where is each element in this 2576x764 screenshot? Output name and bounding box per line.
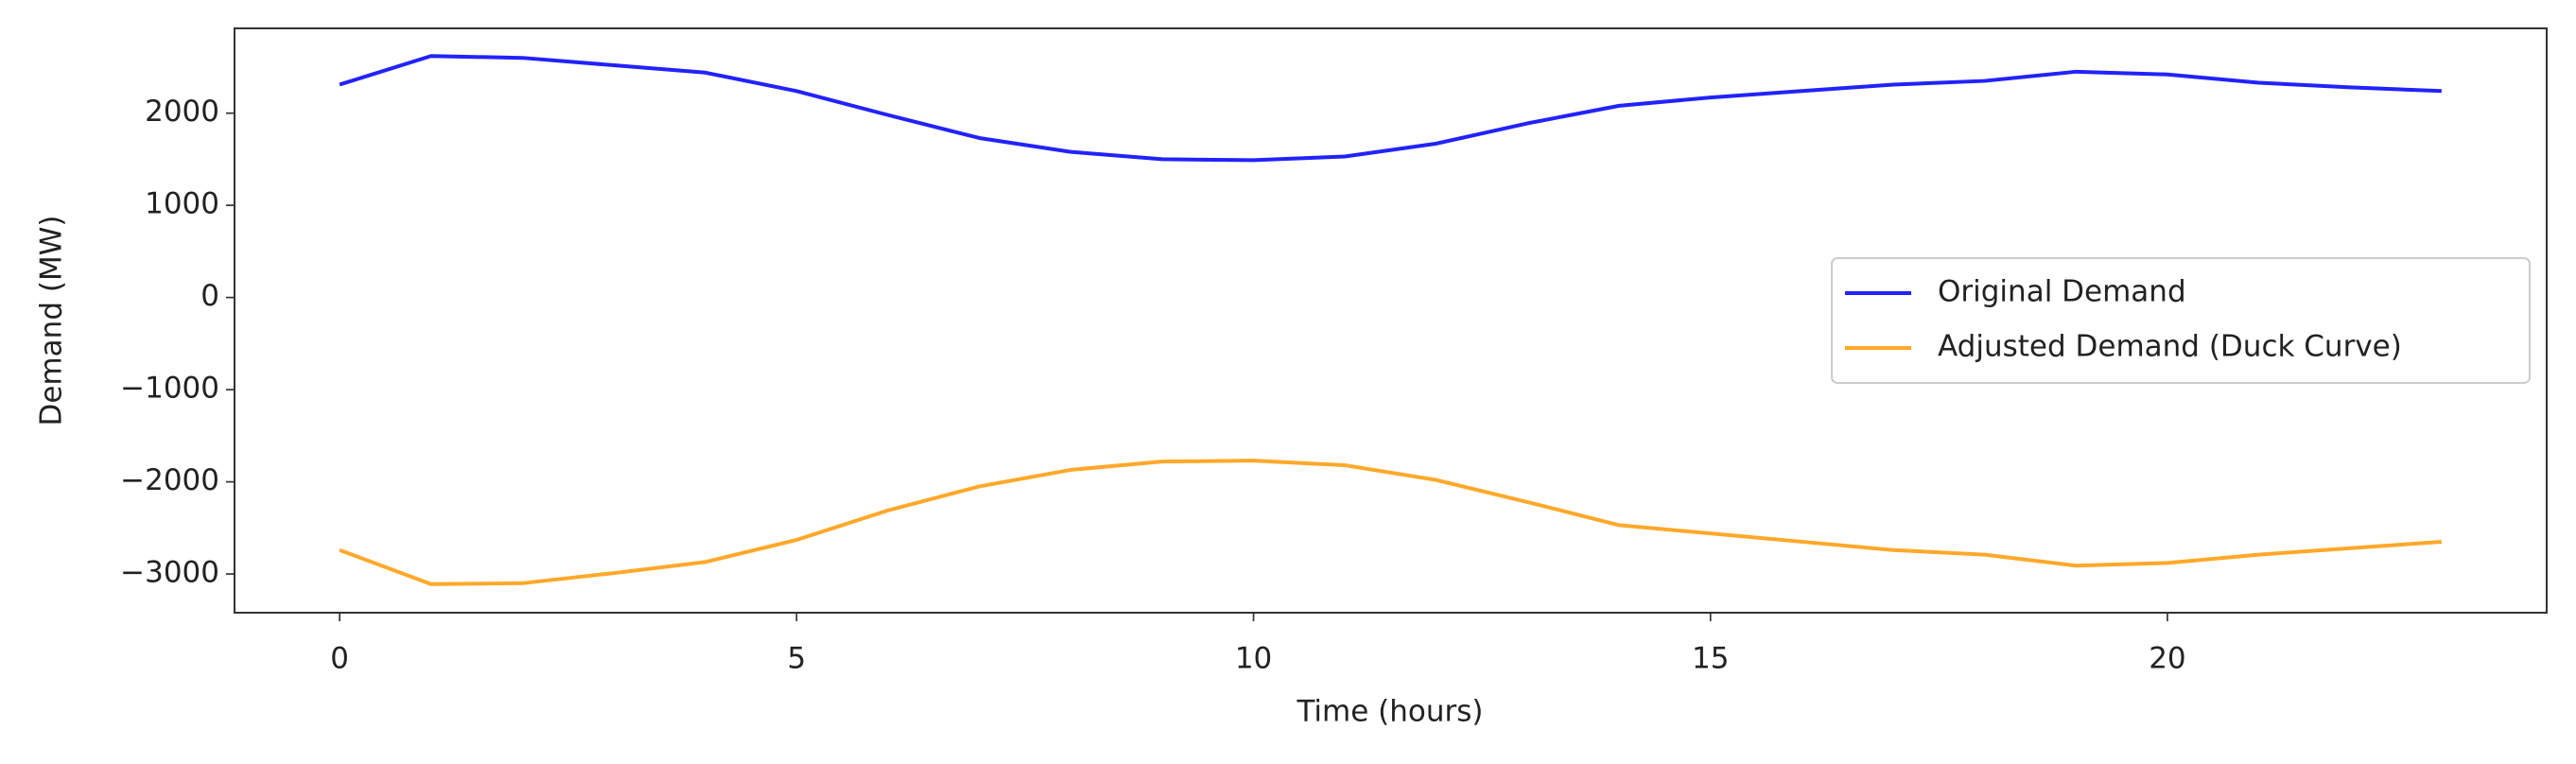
y-tick-label: −1000 [120, 372, 219, 406]
y-tick-label: 1000 [145, 187, 219, 221]
y-axis-label: Demand (MW) [35, 216, 69, 426]
legend-label: Original Demand [1938, 275, 2186, 309]
legend-box [1831, 257, 2531, 384]
x-tick-label: 15 [1692, 642, 1729, 676]
legend-label: Adjusted Demand (Duck Curve) [1938, 330, 2402, 364]
plot-frame [234, 27, 2548, 614]
y-tick-label: −2000 [120, 463, 219, 497]
x-axis-label: Time (hours) [1296, 695, 1483, 729]
line-series [339, 459, 2443, 586]
x-tick-label: 5 [787, 642, 806, 676]
x-tick-label: 0 [330, 642, 349, 676]
x-tick-label: 10 [1235, 642, 1272, 676]
y-tick-label: 2000 [145, 95, 219, 129]
x-tick-label: 20 [2149, 642, 2185, 676]
y-tick-label: −3000 [120, 556, 219, 590]
y-tick-label: 0 [200, 279, 219, 313]
line-series [339, 54, 2442, 163]
